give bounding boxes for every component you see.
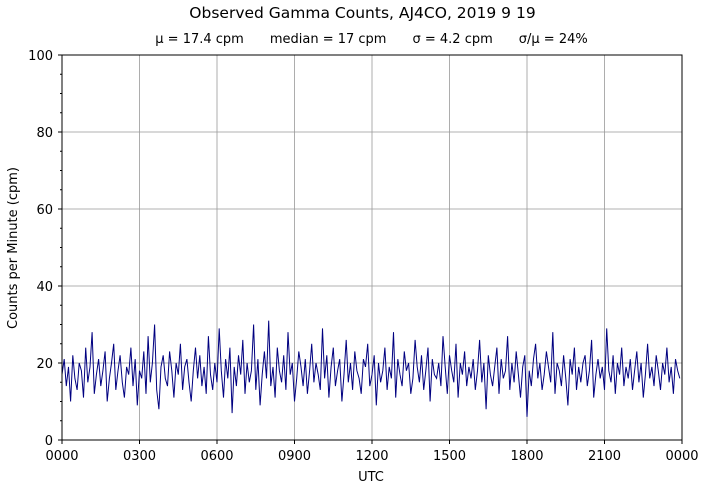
x-tick-label: 1200 bbox=[355, 449, 388, 464]
series bbox=[61, 320, 681, 417]
x-tick-label: 0600 bbox=[200, 449, 233, 464]
chart-stats: μ = 17.4 cpm median = 17 cpm σ = 4.2 cpm σ/… bbox=[0, 32, 705, 47]
x-tick-label: 0000 bbox=[665, 449, 698, 464]
x-tick-label: 0300 bbox=[123, 449, 156, 464]
sigma-stat: σ = 4.2 cpm bbox=[412, 32, 493, 47]
median-stat: median = 17 cpm bbox=[269, 32, 387, 47]
y-tick-label: 0 bbox=[45, 434, 53, 449]
x-axis-label: UTC bbox=[358, 470, 384, 485]
y-tick-label: 60 bbox=[36, 203, 53, 218]
y-tick-label: 100 bbox=[28, 49, 53, 64]
chart-title: Observed Gamma Counts, AJ4CO, 2019 9 19 bbox=[189, 4, 536, 22]
grid bbox=[61, 54, 683, 441]
x-tick-label: 2100 bbox=[588, 449, 621, 464]
ratio-stat: σ/μ = 24% bbox=[518, 32, 588, 47]
x-tick-label: 1500 bbox=[433, 449, 466, 464]
x-tick-label: 0900 bbox=[278, 449, 311, 464]
x-tick-label: 1800 bbox=[510, 449, 543, 464]
series-line-cpm bbox=[61, 320, 681, 417]
y-tick-label: 20 bbox=[36, 357, 53, 372]
x-tick-label: 0000 bbox=[45, 449, 78, 464]
ticks: 0000 0300 0600 0900 1200 1500 1800 2100 00000204… bbox=[28, 49, 698, 464]
y-axis-label: Counts per Minute (cpm) bbox=[6, 167, 21, 329]
mean-stat: μ = 17.4 cpm bbox=[155, 32, 244, 47]
y-tick-label: 40 bbox=[36, 280, 53, 295]
y-tick-label: 80 bbox=[36, 126, 53, 141]
